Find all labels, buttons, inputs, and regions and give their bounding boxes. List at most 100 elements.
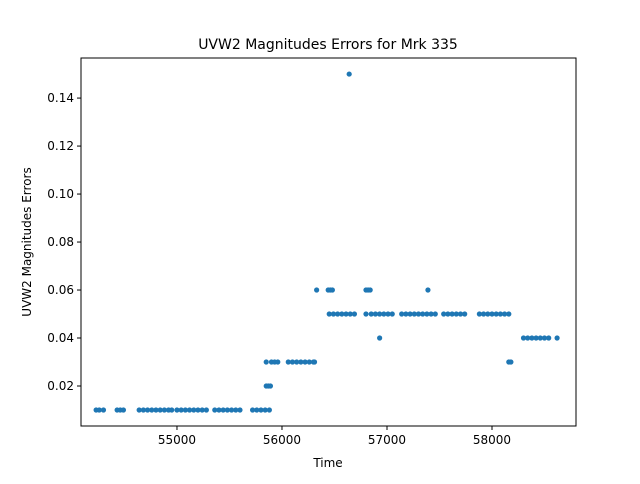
y-tick-label: 0.12 <box>47 139 74 153</box>
point <box>403 311 409 317</box>
point <box>169 407 175 413</box>
point <box>525 335 531 341</box>
y-axis-label: UVW2 Magnitudes Errors <box>20 167 34 316</box>
point <box>363 311 369 317</box>
point <box>372 311 379 317</box>
point <box>347 311 353 317</box>
point <box>178 407 184 413</box>
point <box>533 335 539 341</box>
point <box>346 71 352 77</box>
y-tick-label: 0.04 <box>47 331 74 345</box>
point <box>140 407 146 413</box>
point <box>330 311 337 317</box>
point <box>485 311 491 317</box>
point <box>224 407 230 413</box>
chart-title: UVW2 Magnitudes Errors for Mrk 335 <box>198 37 458 53</box>
point <box>424 311 430 317</box>
point <box>306 359 312 365</box>
point <box>508 359 514 365</box>
point <box>212 407 218 413</box>
point <box>377 335 383 341</box>
point <box>554 335 560 341</box>
point <box>389 311 395 317</box>
point <box>537 335 543 341</box>
point <box>153 407 159 413</box>
point <box>425 287 431 293</box>
point <box>326 311 332 317</box>
point <box>476 311 482 317</box>
point <box>262 407 268 413</box>
point <box>186 407 193 413</box>
point <box>343 311 349 317</box>
point <box>195 407 201 413</box>
x-tick-label: 55000 <box>158 433 196 447</box>
y-tick-label: 0.06 <box>47 283 74 297</box>
point <box>497 311 503 317</box>
point <box>249 407 256 413</box>
y-tick-label: 0.10 <box>47 187 74 201</box>
point <box>441 311 447 317</box>
point <box>351 311 358 317</box>
point <box>311 359 318 365</box>
point <box>191 407 197 413</box>
point <box>501 311 508 317</box>
point <box>385 311 391 317</box>
point <box>294 359 300 365</box>
point <box>411 311 417 317</box>
point <box>428 311 434 317</box>
point <box>329 287 335 293</box>
point <box>216 407 222 413</box>
point <box>368 311 374 317</box>
point <box>228 407 235 413</box>
plot-frame <box>80 57 577 427</box>
point <box>96 407 102 413</box>
point <box>233 407 239 413</box>
point <box>237 407 243 413</box>
x-tick-label: 58000 <box>473 433 511 447</box>
point <box>449 311 455 317</box>
x-tick-label: 57000 <box>368 433 406 447</box>
x-axis-label: Time <box>312 456 342 470</box>
point <box>520 335 527 341</box>
point <box>407 311 413 317</box>
point <box>506 311 512 317</box>
point <box>462 311 468 317</box>
point <box>275 359 281 365</box>
point <box>120 407 127 413</box>
point <box>302 359 308 365</box>
point <box>289 359 296 365</box>
point <box>157 407 163 413</box>
point <box>335 311 341 317</box>
point <box>199 407 205 413</box>
point <box>298 359 304 365</box>
point <box>381 311 387 317</box>
point <box>136 407 142 413</box>
point <box>453 311 459 317</box>
point <box>489 311 495 317</box>
point <box>182 407 188 413</box>
x-tick-label: 56000 <box>263 433 301 447</box>
point <box>445 311 451 317</box>
point <box>220 407 226 413</box>
point <box>203 407 209 413</box>
y-tick-label: 0.14 <box>47 91 74 105</box>
y-tick-label: 0.02 <box>47 379 74 393</box>
point <box>480 311 487 317</box>
point <box>399 311 405 317</box>
point <box>161 407 167 413</box>
point <box>144 407 151 413</box>
point <box>420 311 426 317</box>
point <box>493 311 499 317</box>
point <box>529 335 535 341</box>
point <box>377 311 383 317</box>
point <box>415 311 422 317</box>
point <box>285 359 291 365</box>
point <box>254 407 260 413</box>
point <box>457 311 464 317</box>
point <box>174 407 180 413</box>
point <box>258 407 264 413</box>
point <box>314 287 320 293</box>
point <box>339 311 345 317</box>
point <box>546 335 552 341</box>
point <box>367 287 373 293</box>
